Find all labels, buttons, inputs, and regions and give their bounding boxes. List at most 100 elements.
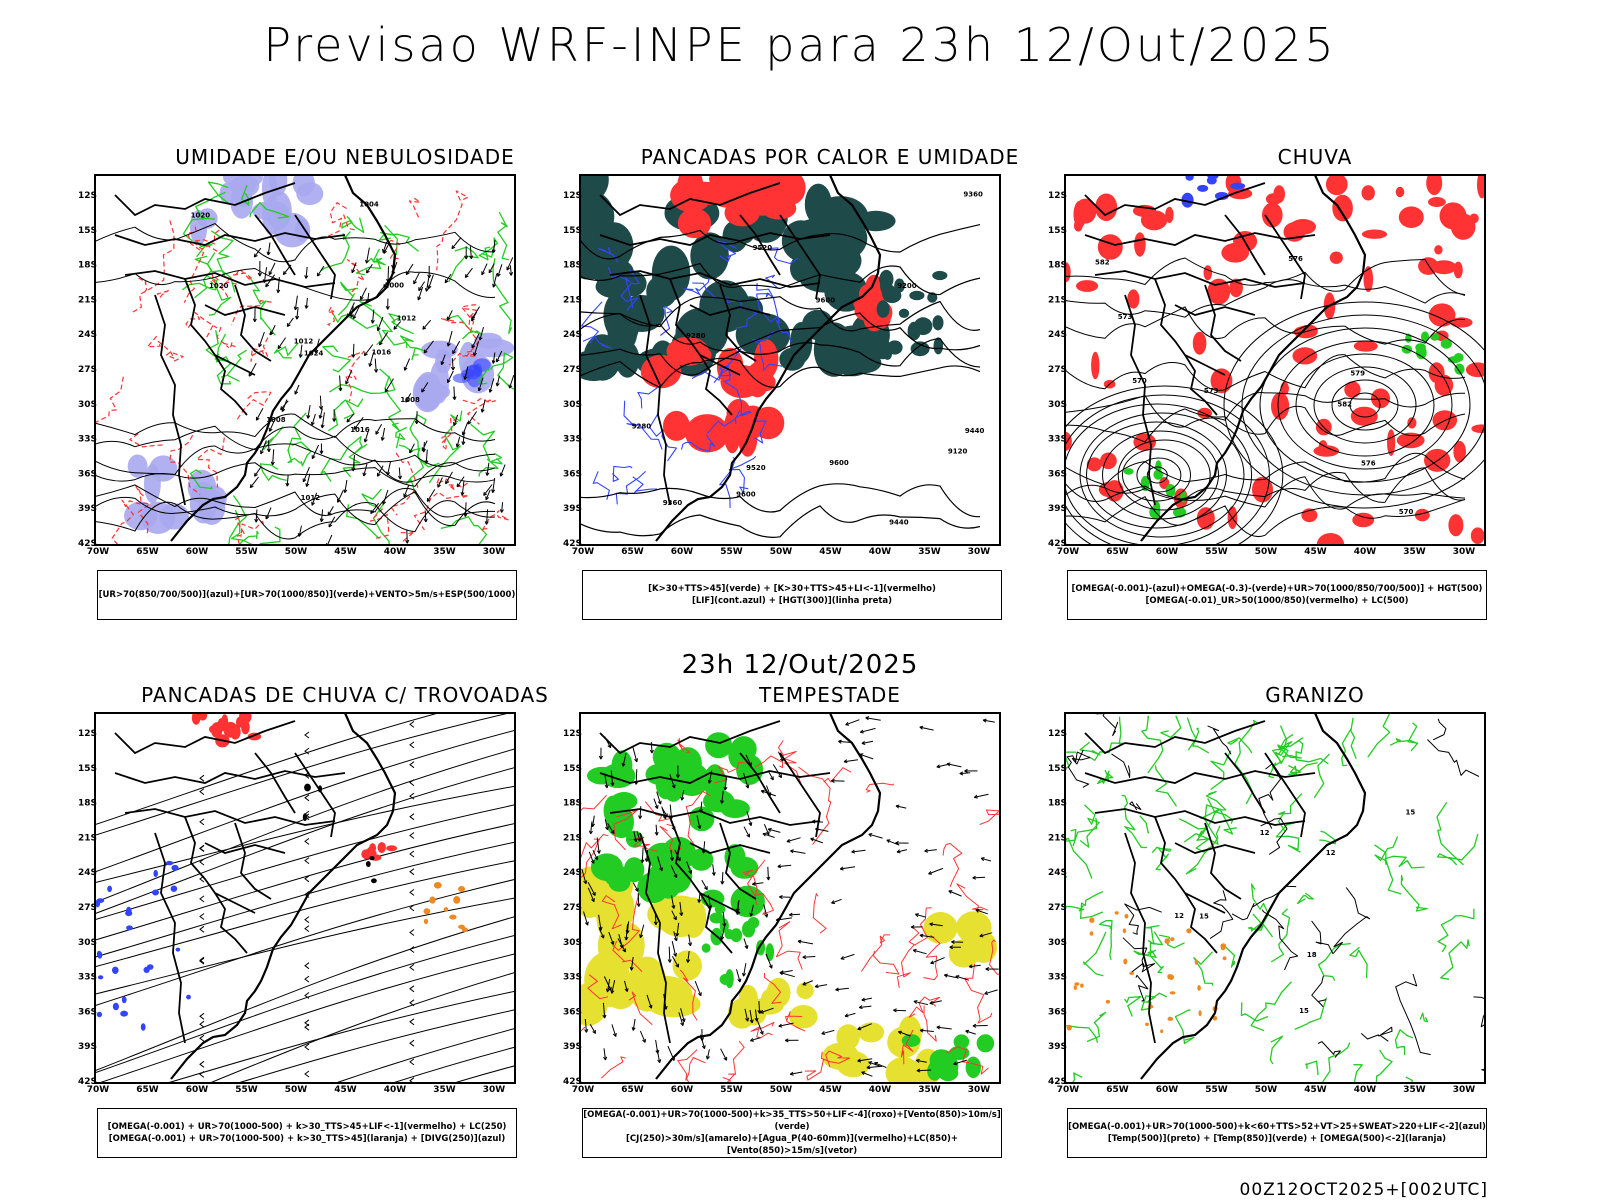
field-blob: [1318, 440, 1328, 453]
contour-line: [1389, 738, 1419, 746]
contour-line: [1311, 975, 1327, 1007]
field-blob: [241, 720, 250, 735]
contour-line: [156, 289, 169, 298]
lon-tick-label: 35W: [1403, 547, 1426, 557]
contour-line: [250, 331, 273, 362]
contour-line: [1195, 804, 1220, 853]
field-blob: [1105, 999, 1110, 1004]
lat-tick-label: 21S: [563, 833, 582, 843]
wind-vector: [778, 1022, 794, 1027]
field-blob: [1426, 175, 1443, 196]
lon-tick-label: 50W: [285, 547, 308, 557]
wind-vector-head: [423, 518, 428, 523]
field-blob: [95, 899, 101, 908]
streamline-arrow: [199, 1060, 205, 1068]
panel-title: TEMPESTADE: [759, 683, 901, 707]
wind-vector-head: [311, 501, 315, 506]
wind-vector: [417, 286, 424, 301]
contour-line: [1145, 924, 1160, 945]
wind-vector: [311, 492, 318, 506]
wind-vector-head: [440, 361, 445, 366]
wind-vector-head: [916, 1058, 920, 1063]
lat-tick-label: 36S: [563, 469, 582, 479]
wind-vector-head: [282, 270, 287, 276]
lon-tick-label: 35W: [918, 547, 941, 557]
field-blob: [262, 197, 281, 235]
wind-vector: [868, 1061, 881, 1067]
wind-vector: [671, 895, 675, 909]
field-blob: [1066, 1024, 1072, 1031]
wind-vector-head: [810, 837, 815, 842]
wind-vector-head: [427, 274, 432, 279]
field-blob: [1164, 938, 1170, 944]
contour-line: [1440, 939, 1470, 980]
contour-label: 18: [1307, 951, 1317, 959]
field-blob: [146, 964, 154, 970]
wind-vector-head: [610, 941, 615, 945]
panel-legend: [UR>70(850/700/500)](azul)+[UR>70(1000/8…: [97, 570, 517, 620]
contour-line: [1140, 992, 1168, 1011]
contour-line: [597, 246, 619, 263]
contour-line: [413, 491, 470, 531]
lat-tick-label: 33S: [78, 973, 97, 983]
contour-line: [1160, 715, 1182, 739]
wind-vector-head: [722, 923, 727, 927]
field-blob: [1230, 182, 1246, 190]
wind-vector: [980, 857, 992, 862]
wind-vector: [365, 264, 373, 274]
wind-vector-head: [368, 362, 373, 367]
contour-line: [613, 809, 638, 851]
contour-line: [497, 211, 509, 261]
wind-vector-head: [270, 331, 274, 336]
country-border: [1124, 832, 1156, 1044]
wind-vector-head: [384, 388, 389, 393]
contour-line: [1071, 749, 1091, 765]
wind-vector-head: [898, 1030, 902, 1035]
wind-vector: [673, 931, 678, 942]
contour-line: [1066, 1024, 1099, 1043]
contour-label: 1024: [304, 350, 324, 358]
lat-tick-label: 24S: [78, 868, 97, 878]
lat-tick-label: 27S: [1048, 903, 1067, 913]
map-frame: [579, 712, 1001, 1084]
contour-line: [580, 301, 603, 344]
contour-line: [378, 231, 420, 252]
wind-vector-head: [915, 913, 919, 918]
wind-vector-head: [767, 827, 772, 832]
lat-tick-label: 27S: [1048, 365, 1067, 375]
wind-vector-head: [868, 833, 873, 837]
field-blob: [1095, 193, 1118, 222]
wind-vector: [255, 509, 258, 523]
wind-vector-head: [318, 414, 323, 419]
contour-line: [632, 476, 658, 493]
wind-vector: [467, 411, 478, 425]
wind-vector-head: [779, 971, 784, 976]
lat-tick-label: 15S: [1048, 764, 1067, 774]
wind-vector-head: [762, 832, 767, 837]
contour-line: [1200, 790, 1227, 820]
wind-vector: [445, 471, 453, 485]
contour-line: [1247, 913, 1264, 935]
wind-vector-head: [675, 963, 679, 968]
wind-vector-head: [380, 437, 385, 441]
legend-line: [OMEGA(-0.001)+UR>70(1000-500)+k<60+TTS>…: [1068, 1122, 1486, 1132]
contour-line: [1065, 452, 1466, 486]
contour-line: [192, 229, 220, 253]
wind-vector: [260, 440, 267, 454]
wind-vector: [860, 727, 876, 733]
lon-tick-label: 35W: [918, 1085, 941, 1095]
wind-vector-head: [343, 489, 348, 493]
field-blob: [1167, 1016, 1174, 1021]
contour-line: [231, 509, 255, 545]
wind-vector: [305, 266, 308, 279]
wind-vector: [321, 412, 325, 429]
field-blob: [637, 872, 670, 904]
contour-line: [1313, 753, 1330, 799]
lat-tick-label: 27S: [563, 903, 582, 913]
wind-vector: [604, 773, 608, 788]
wind-vector: [874, 1062, 887, 1069]
wind-vector-head: [351, 467, 356, 472]
wind-vector: [492, 477, 496, 493]
wind-vector-head: [393, 325, 398, 330]
field-blob: [377, 842, 386, 854]
